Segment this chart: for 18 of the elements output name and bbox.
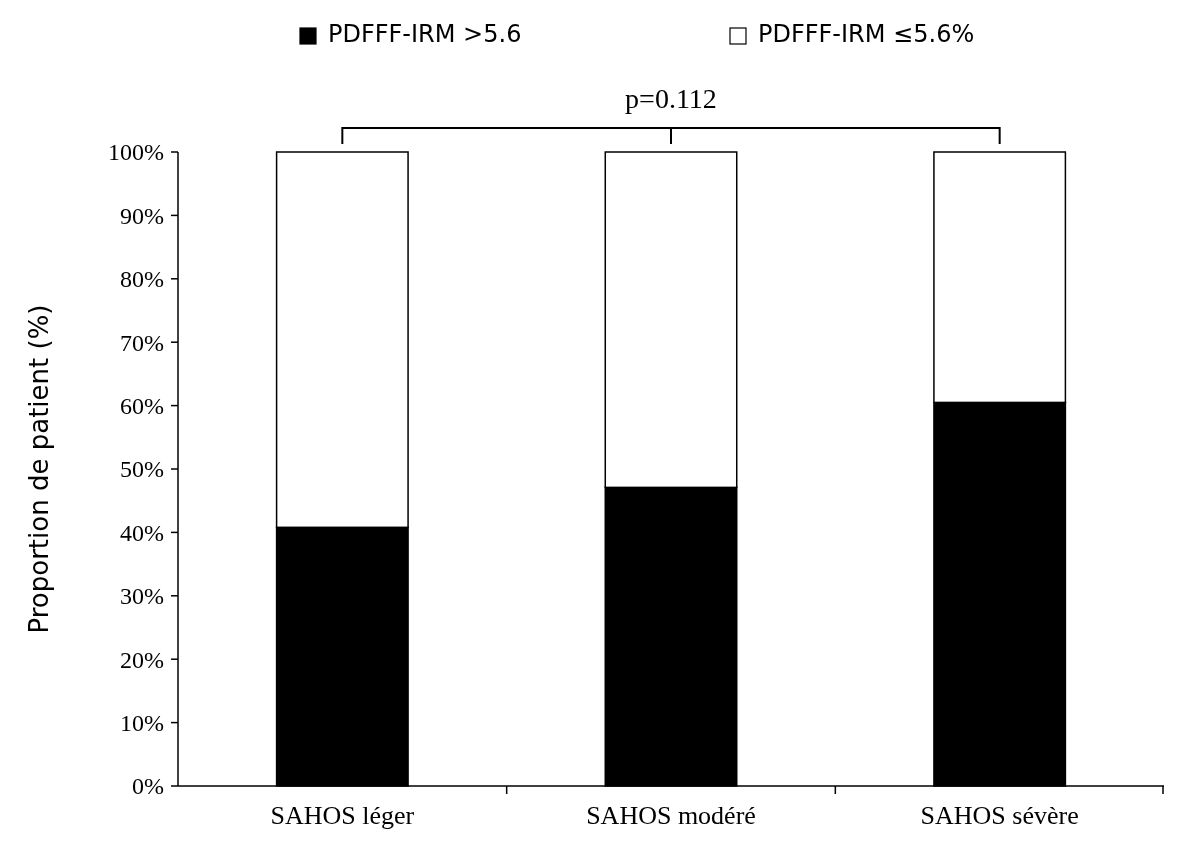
y-tick-label: 80%: [120, 266, 164, 293]
legend-label: PDFFF-IRM ≤5.6%: [758, 20, 975, 48]
y-tick-label: 40%: [120, 519, 164, 546]
y-tick-label: 70%: [120, 329, 164, 356]
legend-label: PDFFF-IRM >5.6: [328, 20, 522, 48]
y-tick-label: 100%: [108, 139, 164, 166]
y-tick-label: 20%: [120, 646, 164, 673]
y-tick-label: 90%: [120, 202, 164, 229]
y-tick-label: 30%: [120, 583, 164, 610]
x-tick-label: SAHOS sévère: [920, 801, 1079, 830]
x-tick-label: SAHOS léger: [270, 801, 415, 830]
y-axis-title: Proportion de patient (%): [24, 304, 54, 634]
text: p=0.112: [625, 83, 717, 114]
y-tick-label: 10%: [120, 710, 164, 736]
y-tick-label: 60%: [120, 393, 164, 419]
y-tick-label: 50%: [120, 456, 164, 483]
x-tick-label: SAHOS modéré: [586, 801, 756, 830]
y-tick-label: 0%: [132, 773, 164, 800]
